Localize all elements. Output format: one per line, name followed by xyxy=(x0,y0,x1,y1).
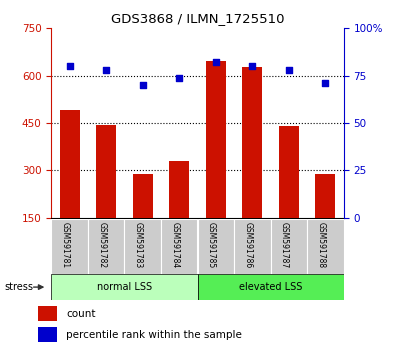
Bar xyxy=(124,219,161,274)
Bar xyxy=(242,67,262,218)
Text: count: count xyxy=(66,309,96,319)
Text: percentile rank within the sample: percentile rank within the sample xyxy=(66,330,242,340)
Point xyxy=(176,75,182,80)
Text: GSM591784: GSM591784 xyxy=(170,222,179,268)
Text: GSM591781: GSM591781 xyxy=(60,222,70,268)
Bar xyxy=(96,125,116,218)
Point xyxy=(322,80,329,86)
Bar xyxy=(51,274,198,300)
Point xyxy=(103,67,109,73)
Bar xyxy=(60,110,80,218)
Point xyxy=(249,63,256,69)
Bar xyxy=(88,219,124,274)
Text: normal LSS: normal LSS xyxy=(97,282,152,292)
Bar xyxy=(315,175,335,218)
Bar xyxy=(51,219,88,274)
Text: GSM591788: GSM591788 xyxy=(316,222,325,268)
Bar xyxy=(161,219,198,274)
Text: stress: stress xyxy=(4,282,33,292)
Bar xyxy=(279,126,299,218)
Text: GSM591782: GSM591782 xyxy=(97,222,106,268)
Bar xyxy=(206,62,226,218)
Text: GSM591783: GSM591783 xyxy=(134,222,143,268)
Bar xyxy=(198,219,234,274)
Text: GSM591786: GSM591786 xyxy=(243,222,252,268)
Text: GSM591785: GSM591785 xyxy=(207,222,216,268)
Bar xyxy=(198,274,344,300)
Point xyxy=(286,67,292,73)
Bar xyxy=(307,219,344,274)
Point xyxy=(213,59,219,65)
Text: GDS3868 / ILMN_1725510: GDS3868 / ILMN_1725510 xyxy=(111,12,284,25)
Bar xyxy=(169,161,189,218)
Bar xyxy=(38,327,56,342)
Text: elevated LSS: elevated LSS xyxy=(239,282,302,292)
Bar xyxy=(234,219,271,274)
Bar xyxy=(133,175,153,218)
Bar xyxy=(271,219,307,274)
Point xyxy=(139,82,146,88)
Bar xyxy=(38,306,56,321)
Text: GSM591787: GSM591787 xyxy=(280,222,289,268)
Point xyxy=(66,63,73,69)
